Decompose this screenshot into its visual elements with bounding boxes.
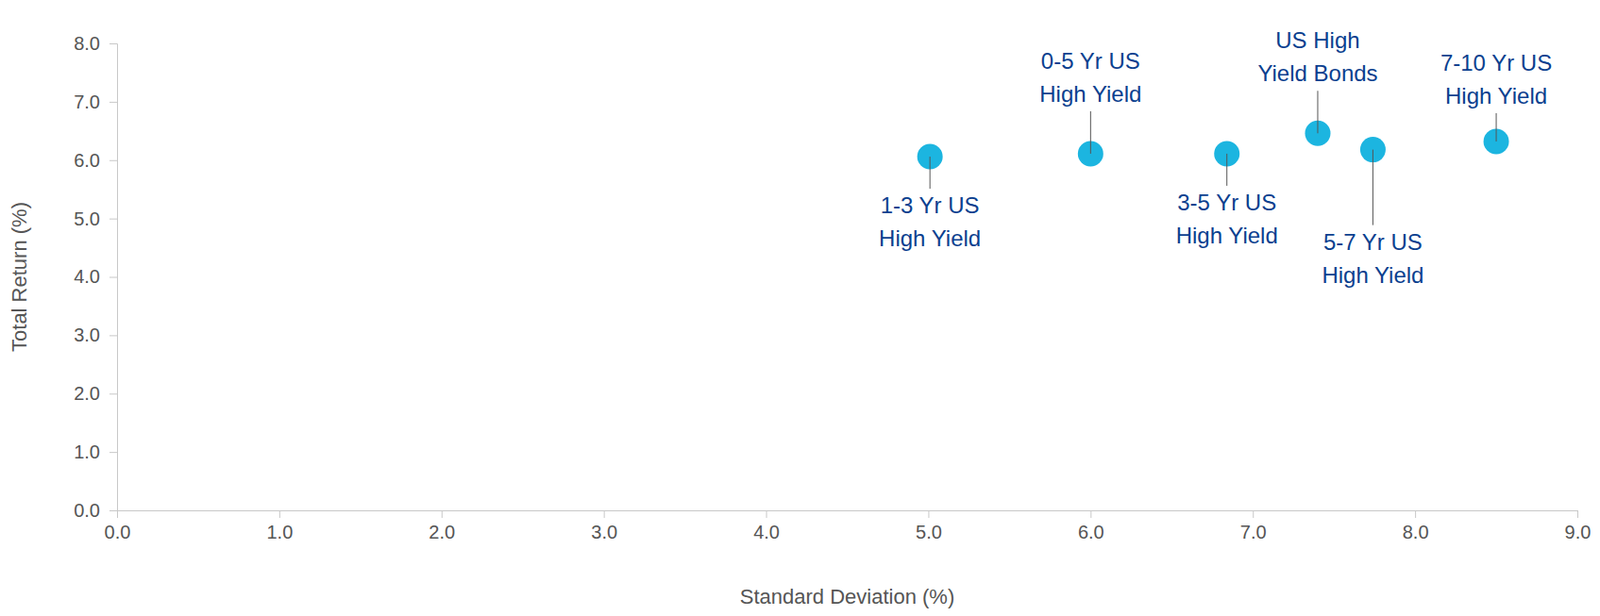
y-tick-mark: [109, 218, 118, 220]
y-tick: 6.0: [73, 150, 118, 171]
leader-line: [1316, 90, 1318, 134]
x-tick-mark: [1252, 510, 1254, 519]
y-tick-label: 5.0: [73, 208, 101, 230]
x-tick: 2.0: [428, 510, 455, 543]
y-tick-mark: [109, 510, 118, 512]
x-tick-mark: [279, 510, 281, 519]
point-label: High Yield: [1445, 83, 1548, 109]
x-tick: 3.0: [590, 510, 618, 543]
x-axis-line: [117, 511, 1579, 520]
x-axis: 0.0 1.0 2.0 3.0 4.0 5.0 6.0 7.0 8.0 9.0: [104, 510, 1592, 543]
x-tick: 5.0: [915, 510, 943, 543]
point-label: High Yield: [1321, 262, 1424, 288]
y-axis-line: [109, 44, 118, 512]
x-tick-mark: [927, 510, 929, 519]
y-tick-label: 1.0: [73, 441, 101, 463]
x-tick: 1.0: [266, 510, 293, 543]
y-tick-label: 2.0: [73, 383, 101, 405]
points: [917, 120, 1510, 170]
y-tick-label: 0.0: [73, 500, 101, 522]
y-tick-label: 3.0: [73, 324, 101, 346]
y-tick-mark: [109, 101, 118, 103]
y-tick: 1.0: [73, 441, 118, 463]
x-tick-mark: [1577, 510, 1579, 519]
y-tick: 7.0: [73, 91, 118, 113]
y-tick-mark: [109, 160, 118, 162]
point-label: 1-3 Yr US: [880, 192, 980, 219]
x-tick-label: 0.0: [104, 522, 132, 543]
point-label: Yield Bonds: [1257, 60, 1378, 86]
y-axis-title: Total Return (%): [7, 202, 32, 353]
x-tick: 6.0: [1077, 510, 1105, 543]
x-tick-label: 4.0: [753, 522, 780, 543]
point-label: 0-5 Yr US: [1041, 48, 1141, 74]
x-tick-label: 8.0: [1402, 522, 1430, 543]
y-tick-label: 8.0: [73, 33, 101, 54]
x-tick-label: 2.0: [428, 522, 455, 543]
point-label: High Yield: [878, 225, 981, 252]
x-tick: 9.0: [1565, 510, 1592, 543]
x-axis-title: Standard Deviation (%): [740, 585, 955, 609]
point-labels: 1-3 Yr US High Yield 0-5 Yr US High Yield 3-…: [878, 27, 1552, 287]
x-tick-label: 1.0: [266, 522, 293, 543]
y-tick-label: 4.0: [73, 266, 101, 287]
y-tick-mark: [109, 335, 118, 337]
x-tick-mark: [604, 510, 606, 519]
y-tick: 3.0: [73, 324, 118, 346]
point-label: 3-5 Yr US: [1177, 189, 1277, 216]
x-tick-label: 9.0: [1565, 522, 1592, 543]
leader-line: [929, 156, 931, 189]
point-label: High Yield: [1176, 222, 1279, 249]
leader-line: [1226, 153, 1228, 186]
x-tick-mark: [1090, 510, 1092, 519]
x-tick-label: 7.0: [1240, 522, 1267, 543]
y-axis: 0.0 1.0 2.0 3.0 4.0 5.0 6.0 7.0 8.0: [73, 33, 118, 522]
x-tick-label: 5.0: [915, 522, 943, 543]
chart: 0.0 1.0 2.0 3.0 4.0 5.0 6.0 7.0 8.0 9.0 0.0 1.0 2.0 3…: [0, 0, 1600, 616]
x-tick-mark: [766, 510, 768, 519]
y-tick: 2.0: [73, 383, 118, 405]
y-tick-label: 7.0: [73, 91, 101, 113]
point-label: 7-10 Yr US: [1440, 50, 1552, 76]
leader-line: [1372, 150, 1374, 226]
y-tick: 5.0: [73, 208, 118, 230]
point-label: 5-7 Yr US: [1323, 229, 1423, 255]
y-tick: 0.0: [73, 500, 118, 522]
y-tick: 8.0: [73, 33, 118, 54]
x-tick: 4.0: [753, 510, 780, 543]
y-tick-mark: [109, 452, 118, 454]
x-tick: 8.0: [1402, 510, 1430, 543]
x-tick-mark: [441, 510, 443, 519]
point-label: High Yield: [1039, 81, 1142, 107]
y-tick-mark: [109, 43, 118, 45]
x-tick: 0.0: [104, 510, 132, 543]
y-tick: 4.0: [73, 266, 118, 287]
y-tick-mark: [109, 277, 118, 279]
leader-line: [1496, 113, 1498, 142]
x-tick-label: 3.0: [590, 522, 618, 543]
x-tick-mark: [117, 510, 118, 519]
x-tick-label: 6.0: [1077, 522, 1105, 543]
x-tick-mark: [1414, 510, 1416, 519]
x-tick: 7.0: [1240, 510, 1267, 543]
leader-line: [1090, 111, 1092, 154]
y-tick-mark: [109, 393, 118, 395]
y-tick-label: 6.0: [73, 150, 101, 171]
point-label: US High: [1275, 27, 1360, 53]
